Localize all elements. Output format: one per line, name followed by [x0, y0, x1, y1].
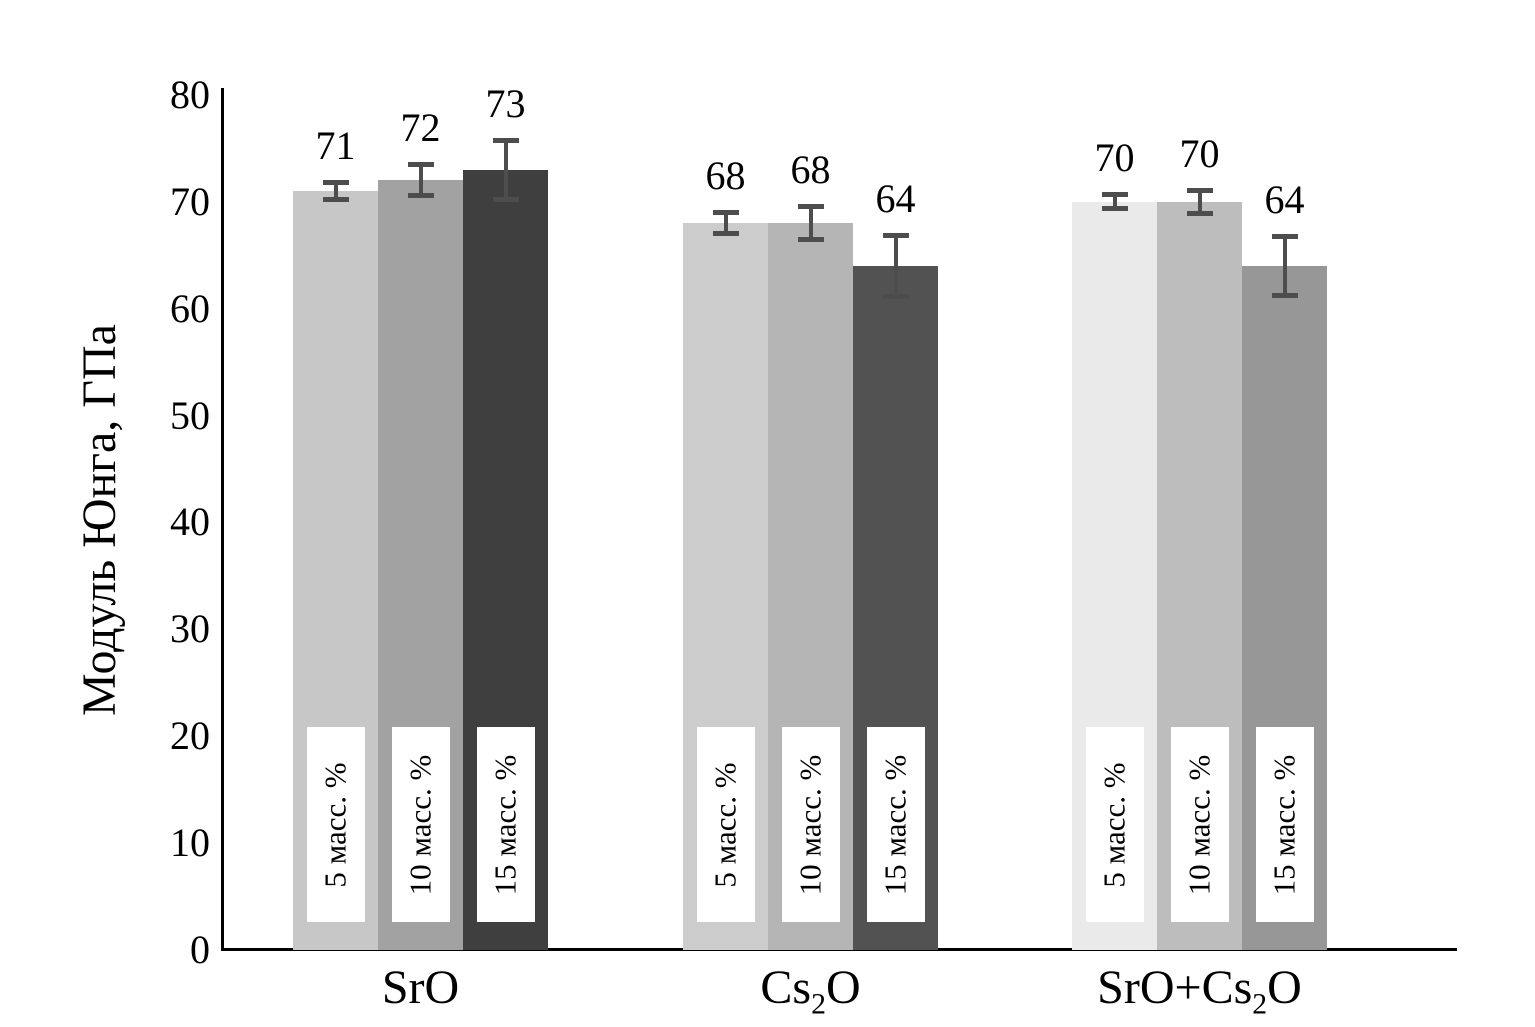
error-bar-line	[418, 162, 423, 199]
series-label-box: 5 масс. %	[1085, 727, 1144, 922]
subscript: 2	[811, 987, 826, 1021]
error-bar-cap-bottom	[407, 193, 434, 199]
error-bar-cap-top	[797, 203, 824, 209]
bar-value-label: 70	[1094, 135, 1135, 181]
bar-value-label: 73	[485, 80, 526, 126]
series-label-box: 15 масс. %	[1255, 727, 1314, 922]
series-label-box: 15 масс. %	[476, 727, 535, 922]
series-label-box: 10 масс. %	[391, 727, 450, 922]
error-bar-cap-top	[407, 162, 434, 168]
error-bar-line	[503, 137, 508, 202]
bar-value-label: 68	[705, 153, 746, 199]
series-label-text: 5 масс. %	[707, 761, 743, 888]
bar-value-label: 71	[315, 123, 356, 169]
error-bar-cap-bottom	[1101, 206, 1128, 212]
error-bar-cap-bottom	[1271, 292, 1298, 298]
error-bar-line	[1112, 192, 1117, 212]
series-label-box: 5 масс. %	[696, 727, 755, 922]
error-bar-cap-top	[322, 180, 349, 186]
error-bar-cap-bottom	[322, 196, 349, 202]
error-bar-line	[333, 180, 338, 202]
error-bar-line	[893, 232, 898, 299]
y-tick-label: 80	[170, 71, 210, 117]
series-label-box: 5 масс. %	[306, 727, 365, 922]
y-tick-label: 10	[170, 820, 210, 866]
series-label-text: 10 масс. %	[792, 754, 828, 895]
series-label-box: 15 масс. %	[866, 727, 925, 922]
y-tick-label: 70	[170, 178, 210, 224]
bar-value-label: 70	[1179, 130, 1220, 176]
bar-value-label: 64	[1264, 176, 1305, 222]
series-label-text: 15 масс. %	[1266, 754, 1302, 895]
error-bar-cap-top	[1186, 187, 1213, 193]
y-axis-line	[221, 88, 224, 951]
y-tick-label: 0	[190, 927, 210, 972]
series-label-text: 10 масс. %	[1181, 754, 1217, 895]
error-bar-cap-top	[1101, 192, 1128, 198]
error-bar-cap-top	[882, 232, 909, 238]
y-tick-label: 60	[170, 285, 210, 331]
error-bar-cap-bottom	[882, 293, 909, 299]
bar-value-label: 72	[400, 105, 441, 151]
error-bar-line	[1197, 187, 1202, 216]
y-tick-label: 50	[170, 392, 210, 438]
series-label-text: 5 масс. %	[317, 761, 353, 888]
error-bar-cap-bottom	[492, 196, 519, 202]
series-label-box: 10 масс. %	[781, 727, 840, 922]
x-category-label: Cs2O	[760, 961, 861, 1021]
error-bar-cap-top	[492, 137, 519, 143]
series-label-text: 5 масс. %	[1096, 761, 1132, 888]
y-tick-label: 20	[170, 713, 210, 759]
y-tick-label: 40	[170, 499, 210, 545]
error-bar-line	[723, 210, 728, 236]
error-bar-line	[1282, 233, 1287, 298]
series-label-text: 10 масс. %	[402, 754, 438, 895]
series-label-box: 10 масс. %	[1170, 727, 1229, 922]
error-bar-cap-bottom	[712, 230, 739, 236]
subscript: 2	[1252, 987, 1268, 1021]
x-category-label: SrO	[381, 961, 460, 1014]
bar-value-label: 64	[875, 175, 916, 221]
error-bar-cap-bottom	[797, 237, 824, 243]
error-bar-cap-top	[1271, 233, 1298, 239]
error-bar-line	[808, 203, 813, 243]
error-bar-cap-bottom	[1186, 210, 1213, 216]
series-label-text: 15 масс. %	[877, 754, 913, 895]
bar-value-label: 68	[790, 146, 831, 192]
error-bar-cap-top	[712, 210, 739, 216]
x-category-label: SrO+Cs2O	[1097, 961, 1302, 1021]
series-label-text: 15 масс. %	[487, 754, 523, 895]
y-tick-label: 30	[170, 606, 210, 652]
